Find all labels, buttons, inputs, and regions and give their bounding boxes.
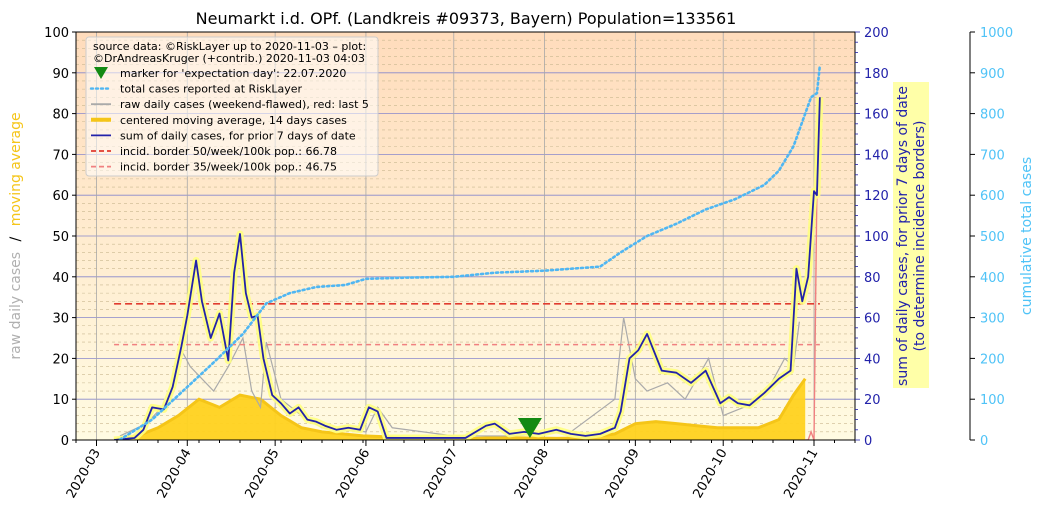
- x-tick-label-group: 2020-03: [64, 447, 104, 502]
- y-left-tick-label: 100: [44, 26, 69, 41]
- x-tick-label: 2020-11: [781, 447, 821, 502]
- expectation-day-marker: [517, 418, 542, 438]
- y-right2-tick-label: 100: [980, 393, 1005, 408]
- y-right1-tick-label: 180: [864, 67, 889, 82]
- y-left-tick-label: 20: [52, 352, 69, 367]
- y-left-tick-label: 80: [52, 108, 69, 123]
- x-tick-label: 2020-06: [333, 447, 373, 502]
- data-marks: [113, 64, 824, 440]
- y-right2-tick-label: 400: [980, 271, 1005, 286]
- x-tick-label-group: 2020-08: [512, 447, 552, 502]
- y-right2-tick-label: 700: [980, 148, 1005, 163]
- cumulative-total-line: [118, 64, 822, 440]
- y-right1-tick-label: 140: [864, 148, 889, 163]
- y-right1-label: sum of daily cases, for prior 7 days of …: [895, 86, 911, 386]
- legend-entry-label: total cases reported at RiskLayer: [120, 83, 303, 96]
- legend-entry-label: incid. border 35/week/100k pop.: 46.75: [120, 161, 337, 174]
- x-tick-label: 2020-05: [242, 447, 282, 502]
- y-left-tick-label: 40: [52, 271, 69, 286]
- y-left-tick-label: 10: [52, 393, 69, 408]
- y-right1-label-box: [893, 82, 929, 388]
- y-right2-tick-label: 200: [980, 352, 1005, 367]
- raw-daily-cases-last5-line: [805, 187, 818, 440]
- y-right2-tick-label: 300: [980, 312, 1005, 327]
- y-left-tick-label: 0: [61, 434, 69, 449]
- y-right1-tick-label: 100: [864, 230, 889, 245]
- y-right1-tick-label: 40: [864, 352, 881, 367]
- moving-average-area: [114, 378, 806, 440]
- legend-source-line-2: ©DrAndreasKruger (+contrib.) 2020-11-03 …: [93, 52, 365, 65]
- y-left-label-moving-average: moving average: [8, 112, 24, 226]
- y-right2-tick-label: 500: [980, 230, 1005, 245]
- x-tick-label: 2020-10: [691, 447, 731, 502]
- legend-swatch-marker: [94, 67, 108, 79]
- svg-text:raw daily cases /: raw daily cases / moving average: [8, 112, 24, 359]
- y-right1-tick-label: 120: [864, 189, 889, 204]
- legend-entry-label: incid. border 50/week/100k pop.: 66.78: [120, 145, 337, 158]
- x-tick-label-group: 2020-10: [691, 447, 731, 502]
- x-tick-label-group: 2020-11: [781, 447, 821, 502]
- seven-day-sum-line: [113, 97, 821, 440]
- y-left-label-slash: /: [8, 236, 24, 241]
- y-left-label: raw daily cases / moving average: [8, 112, 24, 359]
- legend-entry-label: centered moving average, 14 days cases: [120, 114, 347, 127]
- chart-title: Neumarkt i.d. OPf. (Landkreis #09373, Ba…: [196, 9, 737, 28]
- x-tick-label-group: 2020-06: [333, 447, 373, 502]
- y-right1-tick-label: 200: [864, 26, 889, 41]
- x-tick-label: 2020-03: [64, 447, 104, 502]
- y-right1-tick-label: 60: [864, 312, 881, 327]
- x-tick-label: 2020-07: [421, 447, 461, 502]
- x-tick-label: 2020-08: [512, 447, 552, 502]
- y-left-label-raw: raw daily cases: [8, 252, 24, 360]
- y-right2-tick-label: 0: [980, 434, 988, 449]
- legend-entry-label: marker for 'expectation day': 22.07.2020: [120, 67, 346, 80]
- x-tick-label: 2020-04: [155, 447, 195, 502]
- y-left-tick-label: 30: [52, 312, 69, 327]
- legend: source data: ©RiskLayer up to 2020-11-03…: [85, 36, 379, 177]
- y-right1-tick-label: 160: [864, 108, 889, 123]
- x-tick-label-group: 2020-04: [155, 447, 195, 502]
- y-left-tick-label: 60: [52, 189, 69, 204]
- y-right2-tick-label: 600: [980, 189, 1005, 204]
- x-tick-label-group: 2020-07: [421, 447, 461, 502]
- y-left-tick-label: 90: [52, 67, 69, 82]
- x-tick-label-group: 2020-05: [242, 447, 282, 502]
- y-right2-tick-label: 800: [980, 108, 1005, 123]
- y-left-tick-label: 70: [52, 148, 69, 163]
- x-tick-label: 2020-09: [603, 447, 643, 502]
- y-right1-tick-label: 80: [864, 271, 881, 286]
- x-tick-label-group: 2020-09: [603, 447, 643, 502]
- y-right2-tick-label: 900: [980, 67, 1005, 82]
- legend-entry-label: raw daily cases (weekend-flawed), red: l…: [120, 98, 369, 111]
- legend-entry-label: sum of daily cases, for prior 7 days of …: [120, 129, 356, 142]
- legend-source-line-1: source data: ©RiskLayer up to 2020-11-03…: [93, 40, 366, 53]
- y-right2-label: cumulative total cases: [1019, 157, 1035, 315]
- legend-entries: marker for 'expectation day': 22.07.2020…: [89, 67, 369, 174]
- y-left-tick-label: 50: [52, 230, 69, 245]
- y-right1-label-2: (to determine incidence borders): [912, 121, 928, 352]
- legend-box: [85, 36, 379, 177]
- y-right2-tick-label: 1000: [980, 26, 1013, 41]
- y-right1-tick-label: 20: [864, 393, 881, 408]
- y-right1-tick-label: 0: [864, 434, 872, 449]
